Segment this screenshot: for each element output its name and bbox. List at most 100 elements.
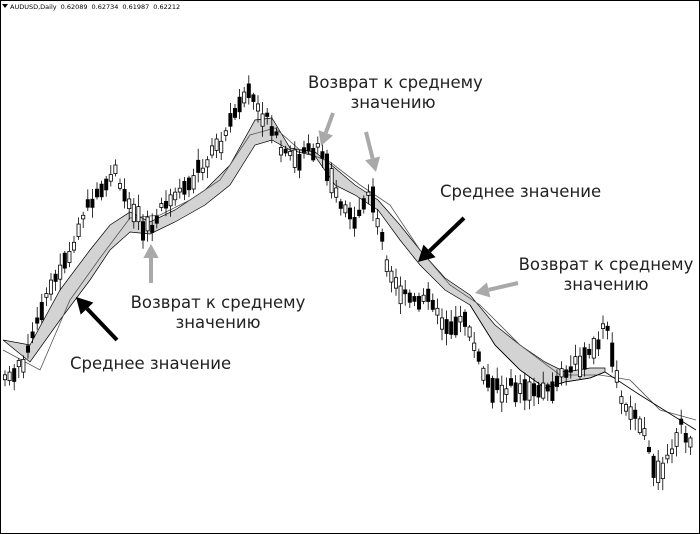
candle <box>113 159 118 177</box>
candle-body <box>90 198 95 208</box>
candle <box>614 360 619 389</box>
candle <box>246 75 251 105</box>
candle <box>320 142 325 168</box>
candle <box>660 456 665 491</box>
candles-layer <box>3 75 693 491</box>
candle <box>329 162 334 199</box>
candle-body <box>637 418 642 434</box>
candle-body <box>504 388 509 395</box>
candle-body <box>393 277 398 289</box>
candle <box>398 276 403 315</box>
candle-body <box>49 279 54 295</box>
candle-body <box>426 288 431 302</box>
candle-body <box>62 252 67 269</box>
candle-body <box>499 384 504 403</box>
candle-body <box>67 250 72 263</box>
candle-body <box>481 367 486 381</box>
candle <box>504 377 509 403</box>
candle <box>255 95 260 123</box>
candle-body <box>21 358 26 373</box>
candle-body <box>232 108 237 118</box>
candle <box>458 305 463 333</box>
candle <box>499 375 504 413</box>
candle <box>182 177 187 201</box>
candle <box>324 149 329 186</box>
candle <box>30 322 35 344</box>
candle <box>62 250 67 274</box>
candle <box>122 178 127 209</box>
candle-body <box>182 180 187 195</box>
candle <box>637 416 642 435</box>
candle <box>67 241 72 268</box>
low-value: 0.61987 <box>122 3 150 11</box>
candle <box>628 395 633 430</box>
candle <box>683 425 688 454</box>
candle <box>76 217 81 240</box>
candle <box>624 402 629 416</box>
candle <box>610 332 615 373</box>
candle-body <box>513 382 518 403</box>
candle <box>522 372 527 411</box>
candle-body <box>670 448 675 455</box>
candle-body <box>35 317 40 324</box>
candle-body <box>490 377 495 403</box>
gray-arrow-top-right-icon <box>364 131 381 172</box>
candle-body <box>559 368 564 378</box>
candle-body <box>596 339 601 350</box>
candle-body <box>605 325 610 331</box>
candle <box>269 115 274 144</box>
candle-body <box>601 323 606 329</box>
candle-body <box>683 433 688 443</box>
annotation-reversion-top-line1: Возврат к среднему <box>308 73 483 92</box>
candle <box>481 366 486 385</box>
candle <box>3 370 8 387</box>
candle <box>297 149 302 179</box>
candle-body <box>53 273 58 282</box>
candle <box>214 133 219 158</box>
high-value: 0.62734 <box>91 3 119 11</box>
candle-body <box>283 148 288 154</box>
candle <box>108 165 113 187</box>
candle-body <box>209 145 214 156</box>
candle-body <box>624 404 629 412</box>
candle-body <box>30 331 35 339</box>
candle <box>39 293 44 324</box>
candle <box>426 282 431 310</box>
gray-arrow-right-icon <box>475 281 519 298</box>
candle <box>72 235 77 253</box>
dropdown-triangle-icon[interactable] <box>2 4 8 8</box>
candle-body <box>550 381 555 401</box>
candle <box>380 228 385 250</box>
candle <box>412 292 417 307</box>
candle <box>209 138 214 159</box>
candle <box>591 336 596 365</box>
candle <box>357 198 362 218</box>
candle-body <box>532 383 537 397</box>
candle <box>150 213 155 242</box>
candle-body <box>3 374 8 381</box>
candle-body <box>25 345 30 353</box>
candle <box>403 279 408 306</box>
candle-body <box>108 174 113 182</box>
candle-body <box>311 147 316 161</box>
candle-body <box>462 311 467 327</box>
candle-body <box>389 270 394 283</box>
candle-body <box>44 293 49 298</box>
candle-body <box>7 371 12 382</box>
candle-body <box>150 224 155 233</box>
candle-body <box>260 113 265 127</box>
gray-arrow-top-center-icon <box>318 112 335 146</box>
candle <box>177 178 182 199</box>
candle <box>393 268 398 296</box>
candle <box>53 269 58 291</box>
close-value: 0.62212 <box>153 3 181 11</box>
candle-body <box>380 232 385 242</box>
candle-body <box>508 378 513 386</box>
candle <box>44 287 49 307</box>
candle-body <box>619 396 624 404</box>
candle-body <box>186 177 191 191</box>
candle-body <box>366 191 371 196</box>
candle <box>205 156 210 179</box>
candle-body <box>338 201 343 209</box>
